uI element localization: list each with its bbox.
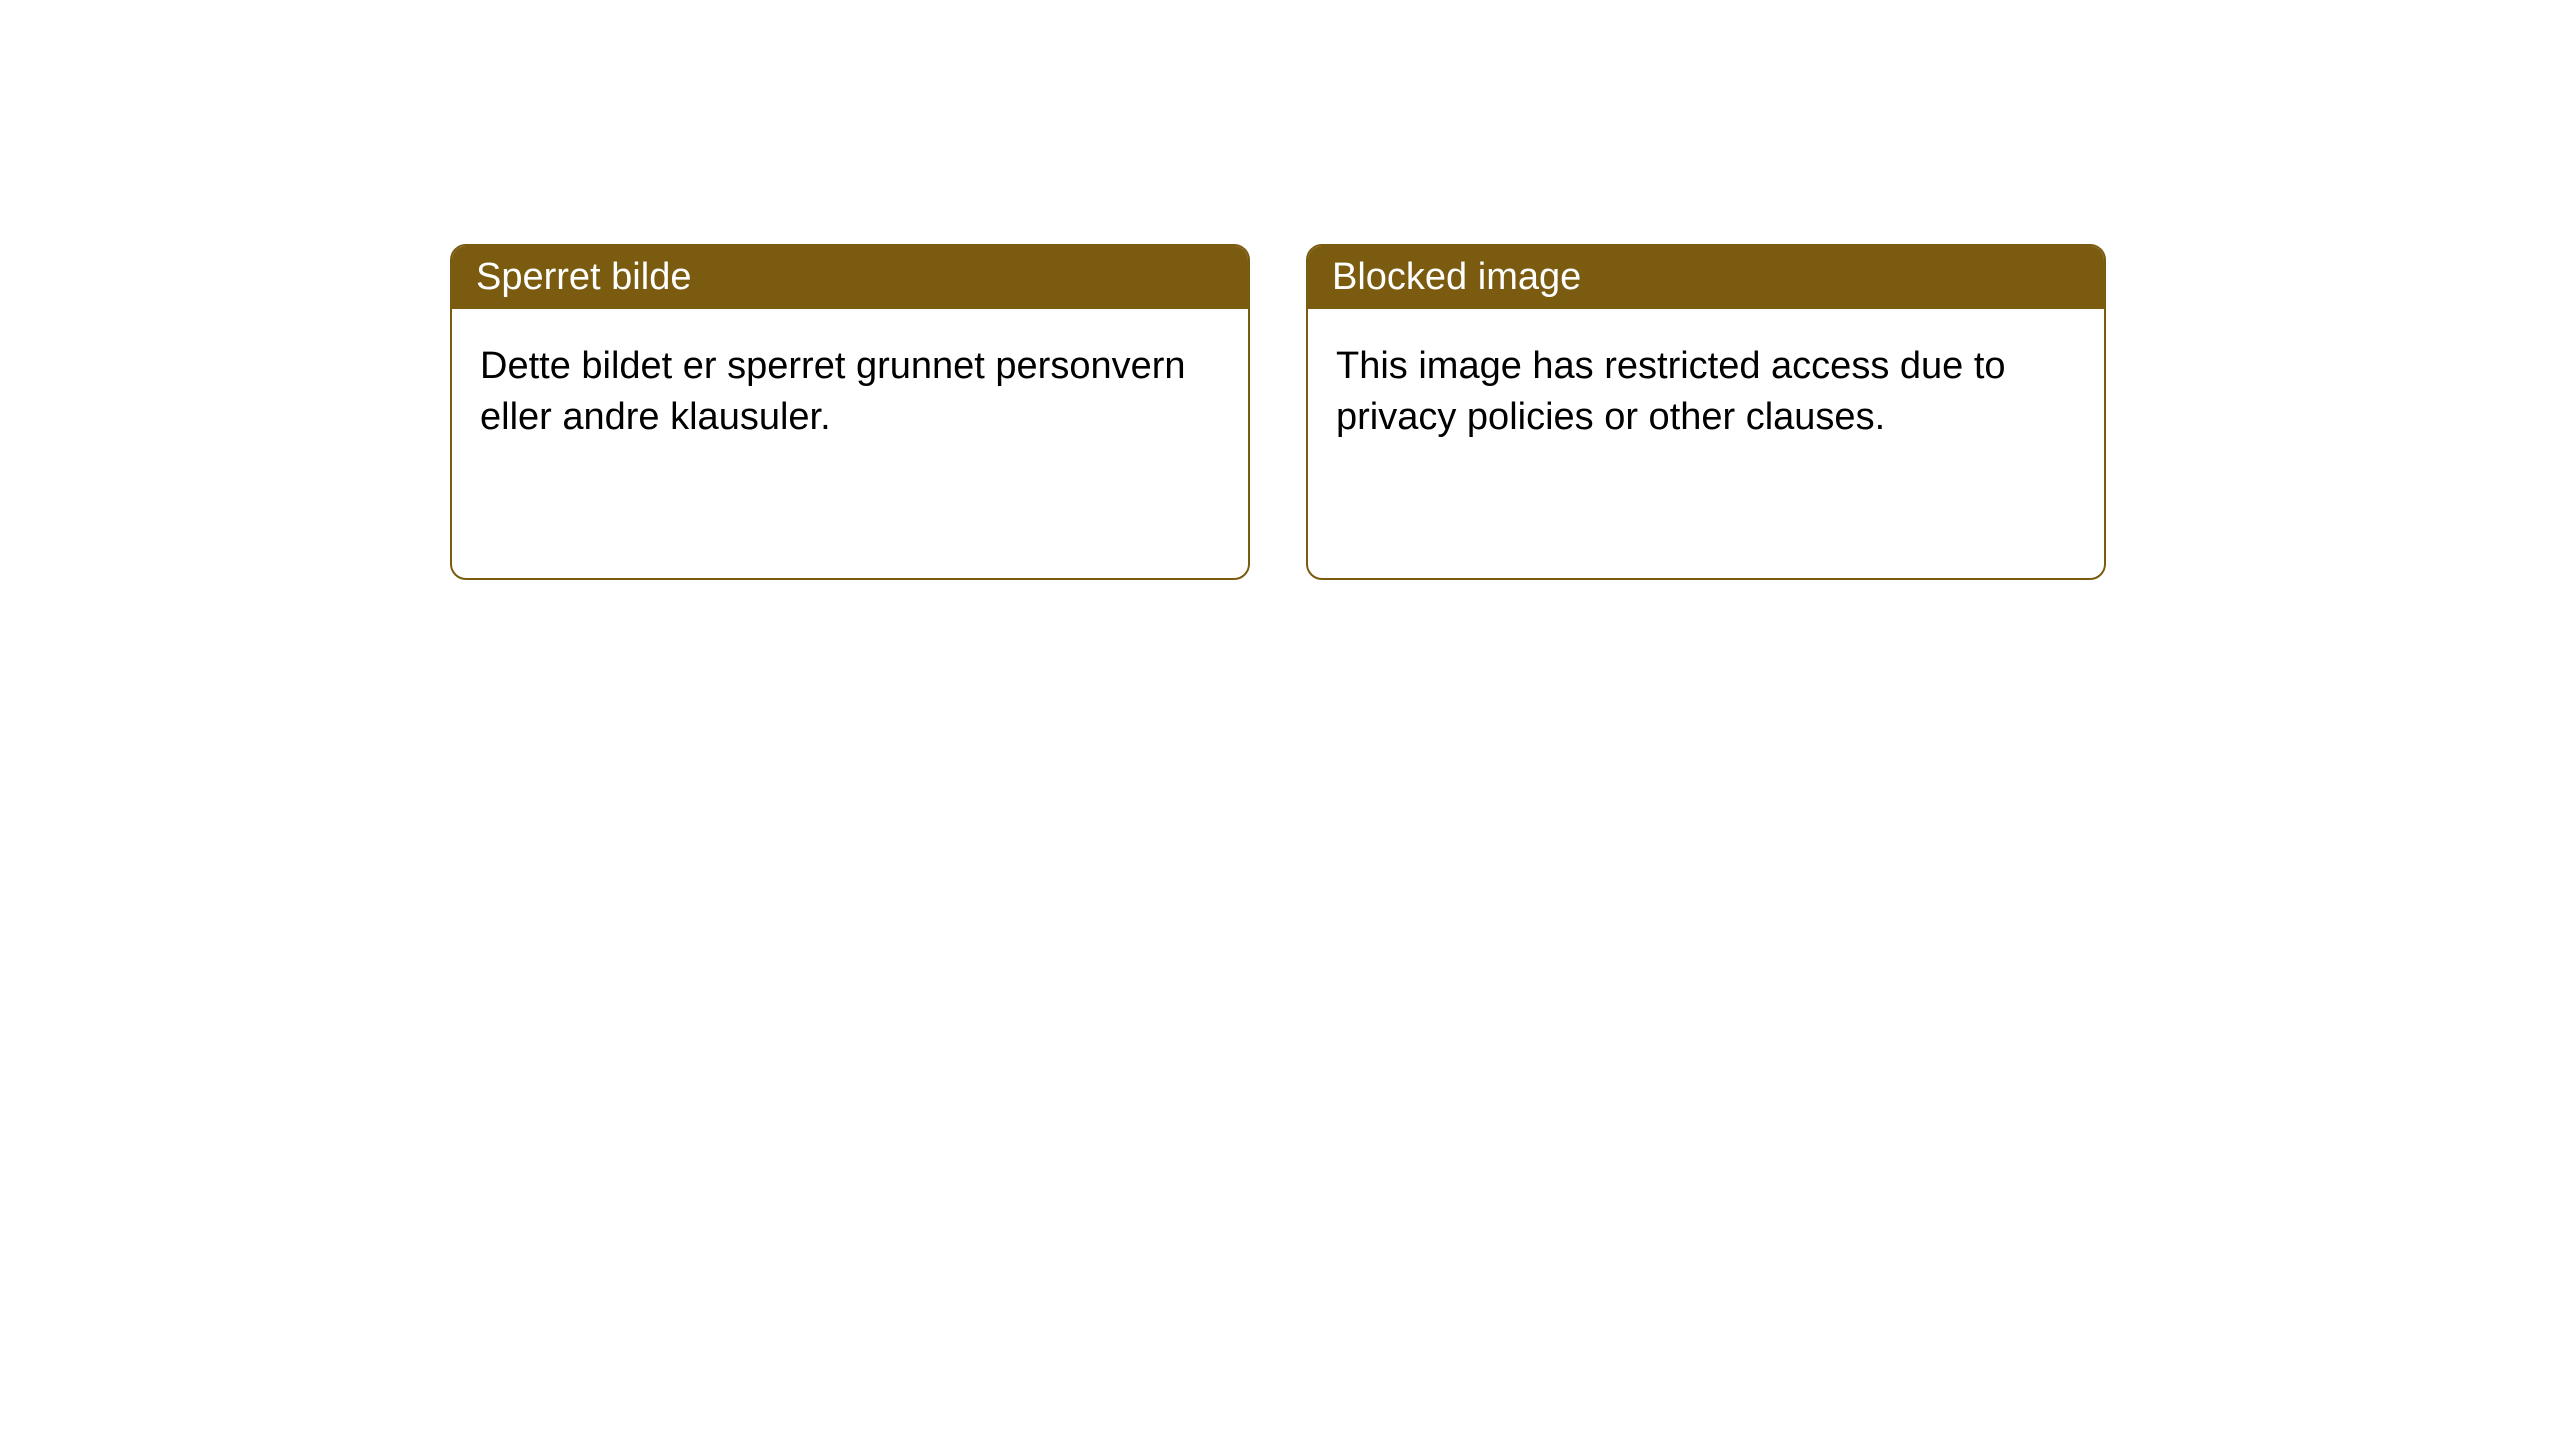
card-title: Blocked image [1332, 256, 1581, 298]
blocked-image-card-en: Blocked image This image has restricted … [1306, 244, 2106, 580]
card-body: This image has restricted access due to … [1308, 309, 2104, 476]
blocked-image-card-no: Sperret bilde Dette bildet er sperret gr… [450, 244, 1250, 580]
card-header: Blocked image [1308, 246, 2104, 309]
notice-container: Sperret bilde Dette bildet er sperret gr… [0, 0, 2560, 580]
card-body-text: Dette bildet er sperret grunnet personve… [480, 345, 1186, 438]
card-body-text: This image has restricted access due to … [1336, 345, 2006, 438]
card-body: Dette bildet er sperret grunnet personve… [452, 309, 1248, 476]
card-header: Sperret bilde [452, 246, 1248, 309]
card-title: Sperret bilde [476, 256, 691, 298]
